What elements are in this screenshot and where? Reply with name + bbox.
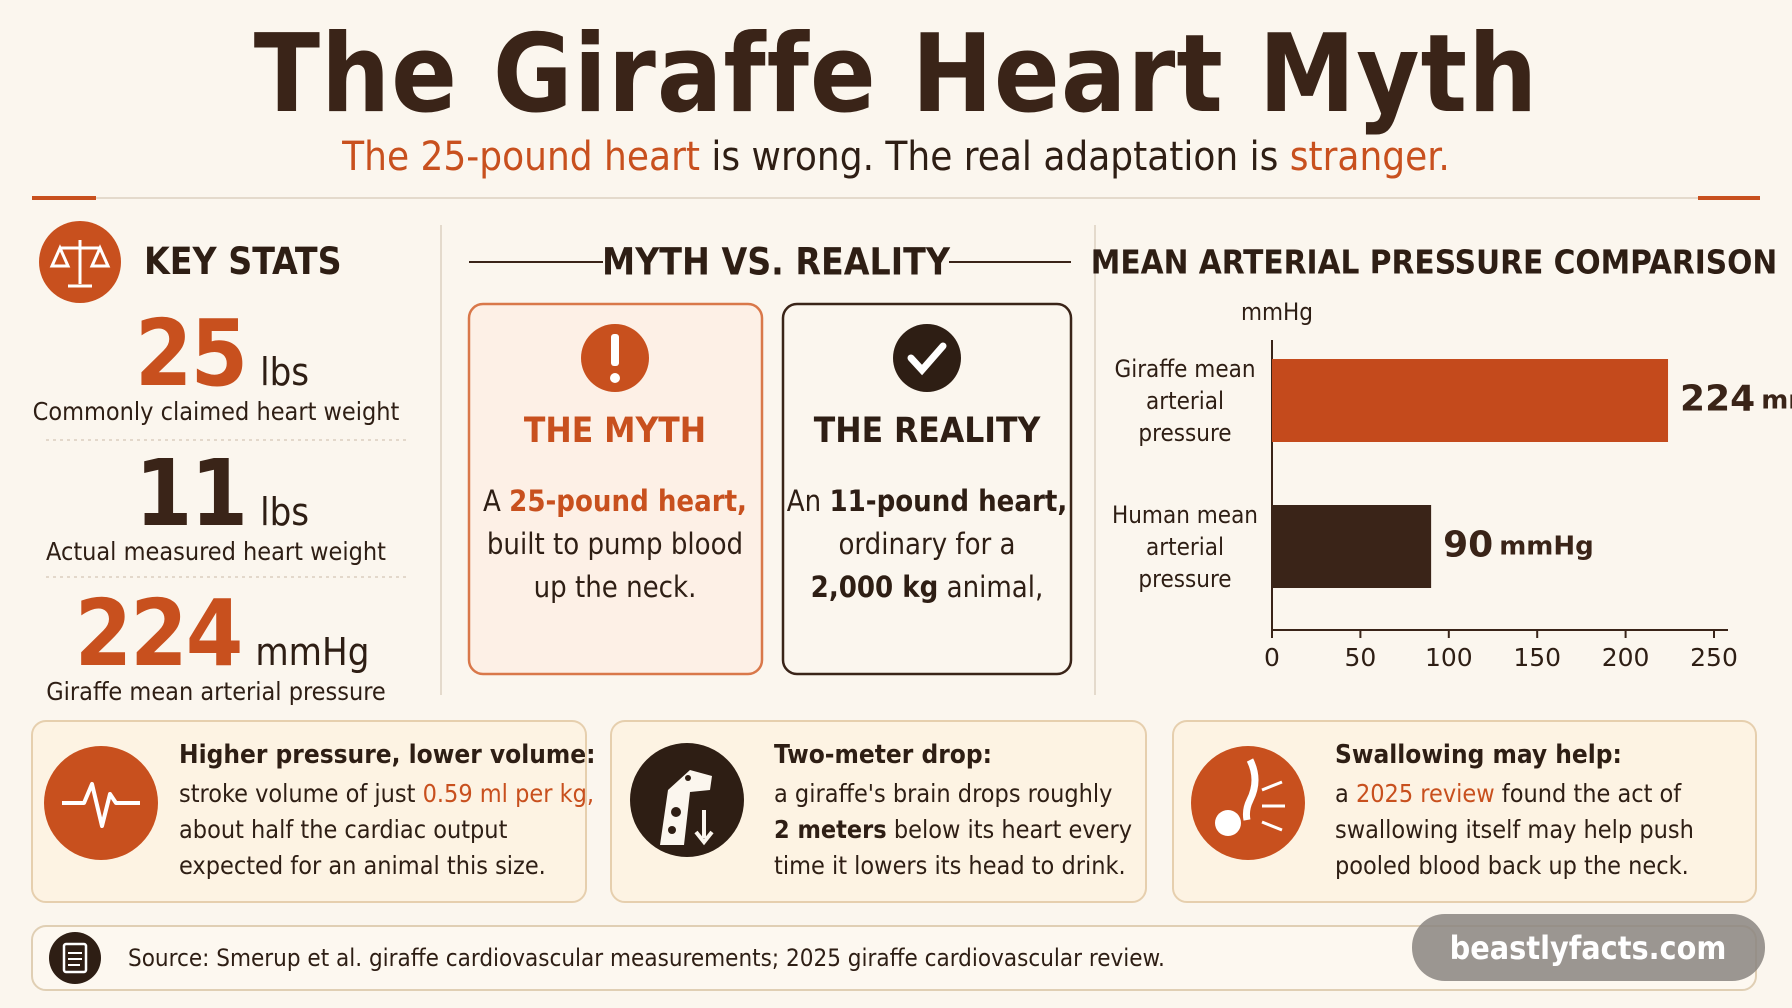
value-label: 90 mmHg bbox=[1443, 525, 1594, 566]
key-stats-heading: KEY STATS bbox=[144, 240, 342, 283]
card-title: Swallowing may help: bbox=[1335, 740, 1622, 770]
stat-unit: lbs bbox=[260, 490, 310, 534]
text-run: An bbox=[786, 484, 830, 518]
text-run: stroke volume of just bbox=[179, 779, 423, 808]
stat-label: Actual measured heart weight bbox=[46, 537, 386, 566]
card-line: swallowing itself may help push bbox=[1335, 815, 1694, 844]
text-run: A bbox=[483, 484, 510, 518]
stat-value: 224 bbox=[74, 580, 244, 687]
stat: 25 lbs bbox=[135, 300, 309, 407]
x-tick-label: 0 bbox=[1264, 643, 1280, 672]
text-run: about half the cardiac output bbox=[179, 815, 508, 844]
text-run: a giraffe's brain drops roughly bbox=[774, 779, 1113, 808]
text-run: animal, bbox=[938, 570, 1044, 604]
unit: mmHg bbox=[1499, 531, 1594, 561]
card-line: time it lowers its head to drink. bbox=[774, 851, 1126, 880]
stat-value: 11 bbox=[134, 440, 248, 547]
text-run: ordinary for a bbox=[838, 527, 1016, 561]
card-line: An 11-pound heart, bbox=[787, 484, 1067, 518]
x-tick-label: 250 bbox=[1690, 643, 1738, 672]
card-line: 2 meters below its heart every bbox=[774, 815, 1132, 844]
card-line: a giraffe's brain drops roughly bbox=[774, 779, 1112, 808]
stat-unit: mmHg bbox=[255, 630, 370, 674]
unit: mmHg bbox=[1761, 385, 1792, 415]
bar bbox=[1272, 359, 1669, 442]
card-line: ordinary for a bbox=[838, 527, 1015, 561]
text-run: 25-pound heart, bbox=[509, 484, 747, 518]
card-line: about half the cardiac output bbox=[179, 815, 507, 844]
myth-title: THE MYTH bbox=[523, 411, 707, 451]
card-line: 2,000 kg animal, bbox=[811, 570, 1044, 604]
text-run: 2025 review bbox=[1355, 779, 1495, 808]
value: 90 bbox=[1443, 525, 1493, 566]
text-run: a bbox=[1335, 779, 1356, 808]
text-run: is wrong. The real adaptation is bbox=[699, 134, 1290, 180]
card-line: pooled blood back up the neck. bbox=[1335, 851, 1689, 880]
card-line: up the neck. bbox=[534, 570, 697, 604]
text-run: time it lowers its head to drink. bbox=[774, 851, 1126, 880]
card-line: expected for an animal this size. bbox=[179, 851, 546, 880]
card-line: built to pump blood bbox=[487, 527, 743, 561]
value: 224 bbox=[1680, 379, 1755, 420]
card-line: stroke volume of just 0.59 ml per kg, bbox=[179, 779, 594, 808]
chart-title: MEAN ARTERIAL PRESSURE COMPARISON bbox=[1090, 242, 1778, 282]
category-label: Giraffe mean arterial pressure bbox=[1114, 354, 1256, 447]
text-run: built to pump blood bbox=[486, 527, 744, 561]
reality-title: THE REALITY bbox=[813, 411, 1041, 451]
watermark: beastlyfacts.com bbox=[1449, 929, 1727, 967]
text-run: up the neck. bbox=[533, 570, 697, 604]
stat: 11 lbs bbox=[135, 440, 309, 547]
text-run: stranger. bbox=[1289, 134, 1450, 180]
title: The Giraffe Heart Myth bbox=[253, 12, 1539, 137]
stat: 224 mmHg bbox=[75, 580, 370, 687]
card-title: Higher pressure, lower volume: bbox=[179, 740, 596, 770]
x-tick-label: 100 bbox=[1425, 643, 1473, 672]
category-label: Human mean arterial pressure bbox=[1112, 500, 1258, 593]
card-line: A 25-pound heart, bbox=[483, 484, 747, 518]
stat-label: Commonly claimed heart weight bbox=[32, 397, 400, 426]
stat-unit: lbs bbox=[260, 350, 310, 394]
text-run: 11-pound heart, bbox=[829, 484, 1068, 518]
text-run: 0.59 ml per kg, bbox=[422, 779, 595, 808]
text-run: pooled blood back up the neck. bbox=[1335, 851, 1689, 880]
axis-label: mmHg bbox=[1240, 298, 1314, 326]
x-tick-label: 50 bbox=[1344, 643, 1376, 672]
text-run: below its heart every bbox=[886, 815, 1133, 844]
text-run: The 25-pound heart bbox=[342, 134, 700, 180]
text-run: 2 meters bbox=[774, 815, 887, 844]
x-tick-label: 200 bbox=[1602, 643, 1650, 672]
x-tick-label: 150 bbox=[1513, 643, 1561, 672]
text-run: expected for an animal this size. bbox=[179, 851, 546, 880]
bar bbox=[1272, 505, 1432, 588]
text-run: 2,000 kg bbox=[810, 570, 939, 604]
stat-value: 25 bbox=[134, 300, 248, 407]
stat-label: Giraffe mean arterial pressure bbox=[46, 677, 386, 706]
card-line: a 2025 review found the act of bbox=[1335, 779, 1681, 808]
text-run: found the act of bbox=[1494, 779, 1682, 808]
text-run: swallowing itself may help push bbox=[1335, 815, 1694, 844]
subtitle: The 25-pound heart is wrong. The real ad… bbox=[342, 134, 1450, 180]
source: Source: Smerup et al. giraffe cardiovasc… bbox=[128, 944, 1165, 972]
myth-heading: MYTH VS. REALITY bbox=[602, 240, 950, 284]
card-title: Two-meter drop: bbox=[774, 740, 992, 770]
